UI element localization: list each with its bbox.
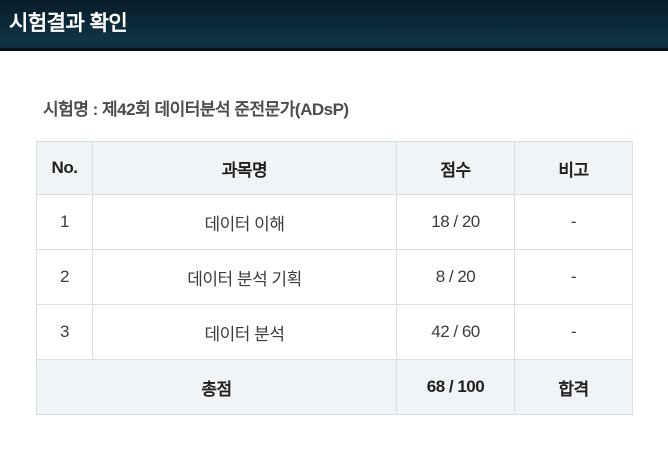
content-area: 시험명 : 제42회 데이터분석 준전문가(ADsP) No. 과목명 점수 비… <box>0 95 668 415</box>
row-score: 18 / 20 <box>396 194 515 250</box>
row-score: 8 / 20 <box>396 249 515 305</box>
row-subject: 데이터 이해 <box>92 194 397 250</box>
column-header-no: No. <box>36 141 93 195</box>
total-row: 총점 68 / 100 합격 <box>36 359 633 415</box>
pass-status-badge: 합격 <box>514 359 633 415</box>
row-no: 1 <box>36 194 93 250</box>
table-row: 3 데이터 분석 42 / 60 - <box>36 304 633 360</box>
page-header: 시험결과 확인 <box>0 0 668 51</box>
table-row: 1 데이터 이해 18 / 20 - <box>36 194 633 250</box>
exam-name-label: 시험명 : 제42회 데이터분석 준전문가(ADsP) <box>43 100 349 119</box>
row-note: - <box>514 194 633 250</box>
column-header-score: 점수 <box>396 141 515 195</box>
row-no: 3 <box>36 304 93 360</box>
row-subject: 데이터 분석 기획 <box>92 249 397 305</box>
results-table: No. 과목명 점수 비고 1 데이터 이해 18 / 20 - 2 데이터 분… <box>36 141 633 415</box>
column-header-subject: 과목명 <box>92 141 397 195</box>
row-subject: 데이터 분석 <box>92 304 397 360</box>
page-title: 시험결과 확인 <box>9 12 128 35</box>
table-header-row: No. 과목명 점수 비고 <box>36 141 633 195</box>
row-note: - <box>514 249 633 305</box>
total-score: 68 / 100 <box>396 359 515 415</box>
total-label: 총점 <box>36 359 397 415</box>
column-header-note: 비고 <box>514 141 633 195</box>
table-row: 2 데이터 분석 기획 8 / 20 - <box>36 249 633 305</box>
row-note: - <box>514 304 633 360</box>
row-no: 2 <box>36 249 93 305</box>
row-score: 42 / 60 <box>396 304 515 360</box>
